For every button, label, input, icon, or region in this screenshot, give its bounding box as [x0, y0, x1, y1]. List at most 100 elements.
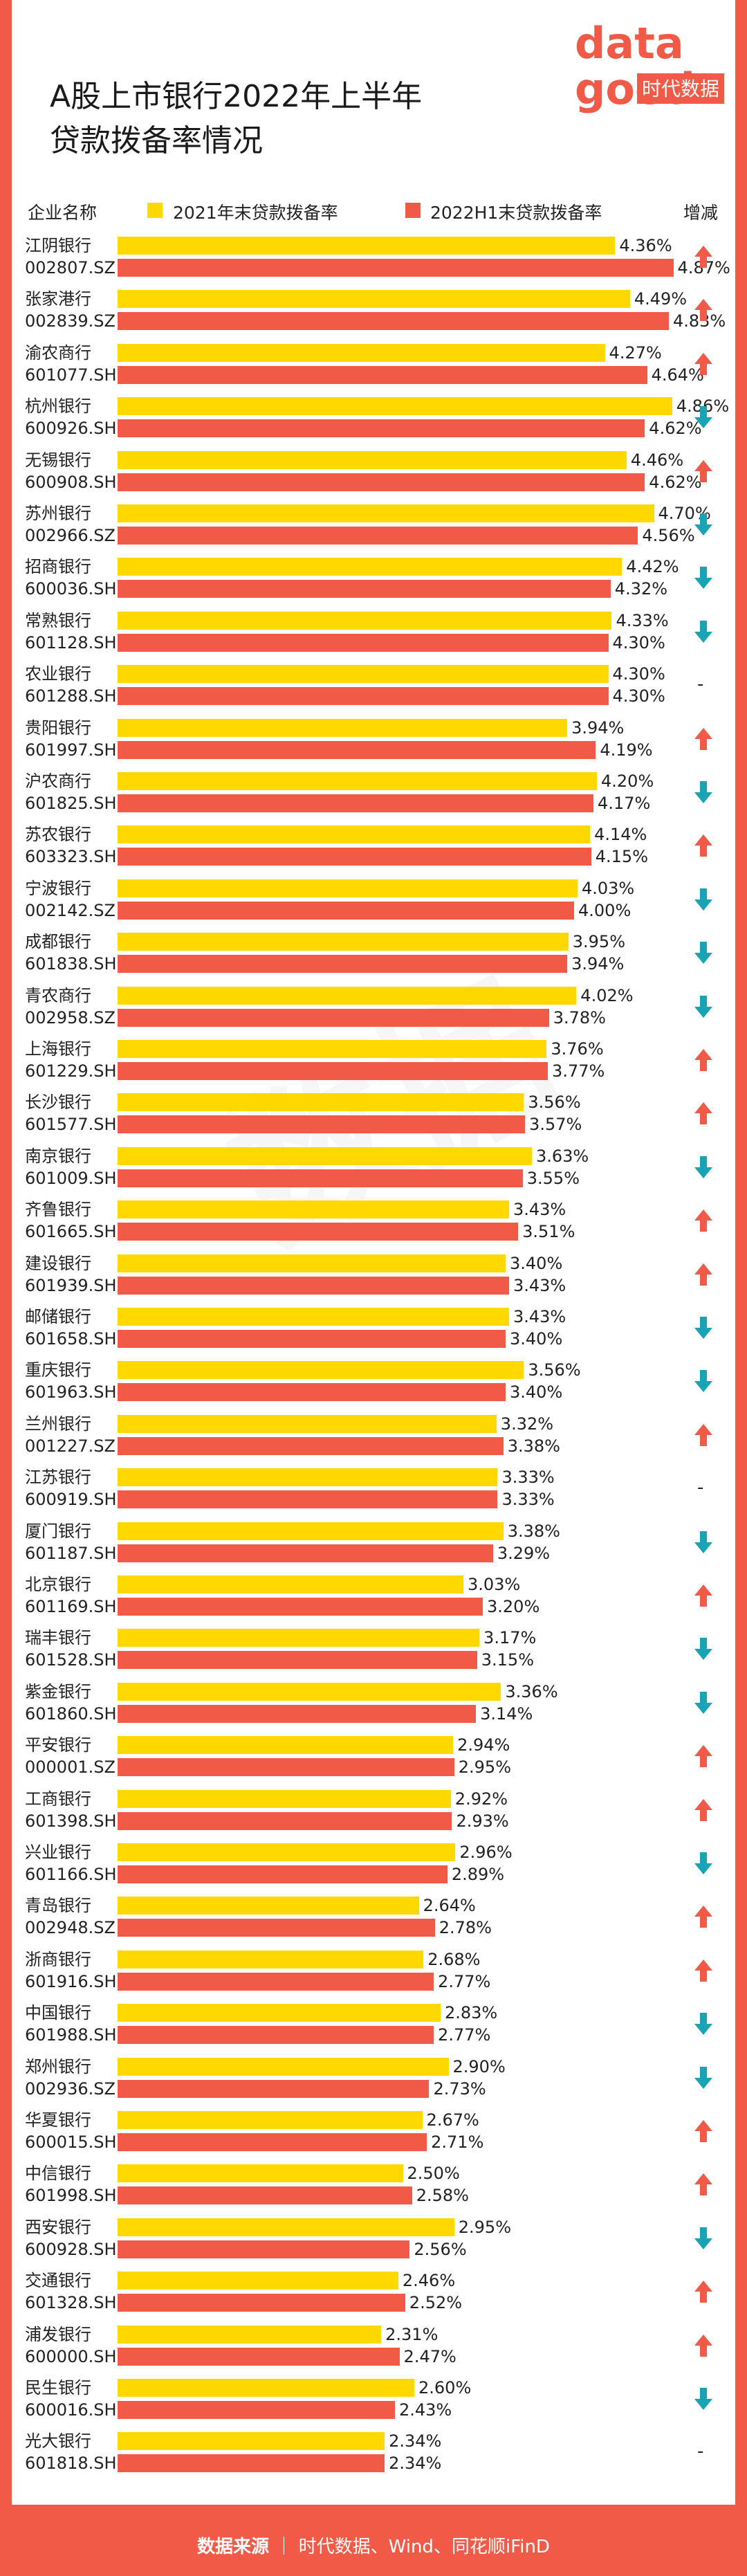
value-label-2021: 3.94% [571, 718, 625, 738]
arrow-up-icon [694, 459, 712, 482]
bank-name: 江苏银行 [25, 1468, 91, 1488]
arrow-down-icon [694, 1155, 712, 1178]
bar-2022 [118, 1919, 435, 1937]
stock-code: 601939.SH [25, 1275, 117, 1295]
bar-2022 [118, 473, 645, 491]
bar-2021 [118, 343, 605, 362]
source-text: 时代数据、Wind、同花顺iFinD [298, 2537, 550, 2557]
arrow-up-icon [694, 2120, 712, 2142]
value-label-2021: 2.60% [418, 2378, 472, 2397]
stock-code: 600000.SH [25, 2346, 117, 2366]
value-label-2021: 3.32% [500, 1414, 554, 1434]
bar-2022 [118, 1865, 448, 1883]
bank-name: 长沙银行 [25, 1093, 91, 1113]
bank-name: 江阴银行 [25, 236, 91, 255]
value-label-2021: 3.40% [510, 1253, 563, 1273]
bar-2021 [118, 1414, 497, 1433]
column-header-company: 企业名称 [28, 203, 98, 223]
bar-2021 [118, 1468, 498, 1487]
bar-2022 [118, 2186, 412, 2205]
bar-2021 [118, 665, 609, 684]
bank-name: 沪农商行 [25, 771, 91, 791]
value-label-2022: 2.71% [431, 2132, 484, 2152]
bar-2022 [118, 1223, 519, 1241]
bar-2021 [118, 1789, 451, 1808]
value-label-2022: 3.40% [510, 1382, 563, 1403]
bank-name: 华夏银行 [25, 2110, 91, 2130]
bank-name: 齐鲁银行 [25, 1200, 91, 1220]
value-label-2021: 3.03% [467, 1575, 521, 1594]
bar-2021 [118, 1843, 456, 1861]
value-label-2022: 3.29% [497, 1543, 551, 1563]
bar-2022 [118, 848, 591, 866]
stock-code: 601963.SH [25, 1382, 117, 1403]
bar-2022 [118, 1062, 548, 1080]
value-label-2022: 3.15% [481, 1650, 534, 1670]
bar-2022 [118, 2079, 430, 2098]
bar-2022 [118, 1330, 506, 1348]
bar-2022 [118, 527, 638, 545]
bar-2021 [118, 825, 591, 844]
value-label-2021: 4.36% [619, 236, 672, 255]
value-label-2022: 2.34% [389, 2454, 442, 2474]
arrow-up-icon [694, 246, 712, 268]
stock-code: 601825.SH [25, 794, 117, 813]
stock-code: 603323.SH [25, 847, 117, 867]
value-label-2022: 2.73% [433, 2079, 486, 2099]
bar-2022 [118, 1758, 454, 1777]
bar-2021 [118, 558, 622, 576]
stock-code: 601665.SH [25, 1222, 117, 1242]
value-label-2021: 2.31% [385, 2324, 439, 2344]
value-label-2022: 2.58% [416, 2186, 469, 2206]
value-label-2022: 3.38% [507, 1436, 560, 1456]
no-change-dash: - [697, 2441, 704, 2463]
arrow-down-icon [694, 1370, 712, 1393]
bar-2021 [118, 1629, 480, 1647]
bank-name: 兰州银行 [25, 1414, 91, 1434]
brand-logo: data good 时代数据 [575, 18, 724, 114]
value-label-2021: 4.03% [581, 878, 635, 898]
bar-2022 [118, 1811, 452, 1830]
arrow-up-icon [694, 1049, 712, 1071]
no-change-dash: - [697, 674, 704, 695]
bar-2022 [118, 1972, 434, 1991]
arrow-up-icon [694, 1906, 712, 1928]
bank-name: 渝农商行 [25, 342, 91, 363]
value-label-2022: 4.83% [672, 311, 726, 331]
bar-2021 [118, 2379, 414, 2397]
arrow-down-icon [694, 1317, 712, 1339]
bar-2022 [118, 580, 611, 599]
arrow-down-icon [694, 2227, 712, 2249]
value-label-2022: 3.20% [487, 1597, 540, 1616]
value-label-2021: 2.92% [454, 1789, 508, 1809]
value-label-2022: 2.77% [438, 2025, 491, 2045]
bar-2021 [118, 2272, 398, 2290]
bank-name: 民生银行 [25, 2378, 91, 2397]
arrow-down-icon [694, 942, 712, 965]
stock-code: 000001.SZ [25, 1757, 116, 1778]
bank-name: 中国银行 [25, 2003, 91, 2023]
bar-2021 [118, 2004, 441, 2022]
bank-name: 青农商行 [25, 985, 91, 1005]
bar-2021 [118, 237, 616, 255]
bar-2022 [118, 1704, 477, 1723]
stock-code: 600919.SH [25, 1490, 117, 1510]
bank-name: 瑞丰银行 [25, 1628, 91, 1648]
bar-2022 [118, 419, 645, 438]
arrow-down-icon [694, 1638, 712, 1661]
value-label-2021: 3.56% [528, 1093, 581, 1113]
arrow-down-icon [694, 2013, 712, 2036]
stock-code: 600926.SH [25, 419, 117, 439]
stock-code: 601398.SH [25, 1811, 117, 1831]
bank-name: 南京银行 [25, 1146, 91, 1166]
bar-2021 [118, 772, 597, 790]
bank-name: 无锡银行 [25, 450, 91, 470]
bar-2021 [118, 1522, 504, 1540]
bank-name: 浦发银行 [25, 2324, 91, 2344]
value-label-2021: 2.50% [407, 2164, 460, 2184]
bar-2022 [118, 901, 574, 920]
bar-2022 [118, 2454, 385, 2473]
arrow-up-icon [694, 1209, 712, 1232]
value-label-2022: 4.19% [600, 740, 653, 760]
arrow-down-icon [694, 2388, 712, 2410]
